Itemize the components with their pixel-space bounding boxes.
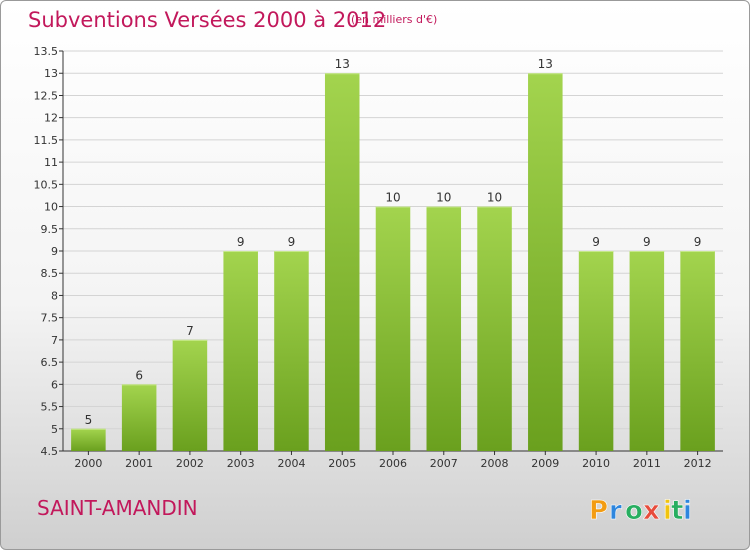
bar-2001 <box>121 384 157 451</box>
bar-2003 <box>223 251 258 451</box>
y-tick-label: 13 <box>44 67 58 80</box>
bar-2008 <box>477 206 512 451</box>
y-tick-label: 7.5 <box>41 312 59 325</box>
y-tick-label: 5 <box>51 423 58 436</box>
y-tick-label: 4.5 <box>41 445 59 458</box>
y-tick-label: 6.5 <box>41 356 59 369</box>
y-tick-label: 9 <box>51 245 58 258</box>
data-label-2004: 9 <box>288 235 296 249</box>
bar-2011 <box>629 251 665 451</box>
x-tick-label-2001: 2001 <box>125 457 153 470</box>
bars <box>71 73 715 451</box>
y-tick-label: 12 <box>44 112 58 125</box>
data-labels: 5 6 7 9 9 13 10 10 10 13 9 9 9 <box>85 57 702 427</box>
data-label-2000: 5 <box>85 413 93 427</box>
y-tick-label: 11.5 <box>34 134 59 147</box>
y-tick-label: 9.5 <box>41 223 59 236</box>
x-tick-label-2012: 2012 <box>684 457 712 470</box>
bar-2000 <box>71 428 106 451</box>
x-tick-label-2002: 2002 <box>176 457 204 470</box>
x-tick-label-2005: 2005 <box>328 457 356 470</box>
y-tick-label: 10 <box>44 201 58 214</box>
data-label-2003: 9 <box>237 235 245 249</box>
y-tick-label: 10.5 <box>34 178 59 191</box>
bar-2005 <box>324 73 360 451</box>
y-tick-labels: 4.5 5 5.5 6 6.5 7 7.5 8 8.5 9 9.5 10 10.5 11 11.5 12 12.… <box>34 45 59 458</box>
bar-2009 <box>528 73 563 451</box>
logo-letter: r <box>609 496 622 526</box>
bar-2002 <box>172 339 208 451</box>
logo-letter: P <box>589 496 608 526</box>
y-tick-label: 8 <box>51 289 58 302</box>
data-label-2005: 13 <box>335 57 350 71</box>
place-name: SAINT-AMANDIN <box>37 496 198 520</box>
x-tick-label-2010: 2010 <box>582 457 610 470</box>
data-label-2012: 9 <box>694 235 702 249</box>
x-tick-label-2011: 2011 <box>633 457 661 470</box>
data-label-2006: 10 <box>385 191 400 205</box>
x-tick-label-2004: 2004 <box>277 457 305 470</box>
y-tick-label: 7 <box>51 334 58 347</box>
y-tick-label: 5.5 <box>41 401 59 414</box>
y-tick-label: 13.5 <box>34 45 59 58</box>
y-tick-label: 8.5 <box>41 267 59 280</box>
x-tick-label-2006: 2006 <box>379 457 407 470</box>
x-tick-label-2007: 2007 <box>430 457 458 470</box>
data-label-2007: 10 <box>436 191 451 205</box>
y-tick-label: 12.5 <box>34 89 59 102</box>
data-label-2010: 9 <box>592 235 600 249</box>
bar-2007 <box>426 206 462 451</box>
x-tick-labels: 2000 2001 2002 2003 2004 2005 2006 2007 2008 2009… <box>74 457 711 470</box>
data-label-2002: 7 <box>186 324 194 338</box>
x-tick-label-2000: 2000 <box>74 457 102 470</box>
x-tick-label-2008: 2008 <box>481 457 509 470</box>
data-label-2001: 6 <box>135 368 143 382</box>
logo-letter: o <box>625 496 643 526</box>
bar-2010 <box>578 251 614 451</box>
x-tick-label-2009: 2009 <box>531 457 559 470</box>
data-label-2009: 13 <box>538 57 553 71</box>
data-label-2008: 10 <box>487 191 502 205</box>
bar-2006 <box>375 206 411 451</box>
chart-title: Subventions Versées 2000 à 2012 <box>28 8 387 32</box>
logo-letter: i <box>683 496 692 526</box>
logo-letter: i <box>663 496 672 526</box>
chart-subtitle: (en milliers d'€) <box>351 13 438 26</box>
logo-letter: x <box>643 496 660 526</box>
bar-2004 <box>274 251 309 451</box>
logo-letter: t <box>671 496 683 526</box>
bar-2012 <box>680 251 715 451</box>
data-label-2011: 9 <box>643 235 651 249</box>
y-tick-label: 6 <box>51 378 58 391</box>
y-tick-label: 11 <box>44 156 58 169</box>
x-tick-label-2003: 2003 <box>227 457 255 470</box>
